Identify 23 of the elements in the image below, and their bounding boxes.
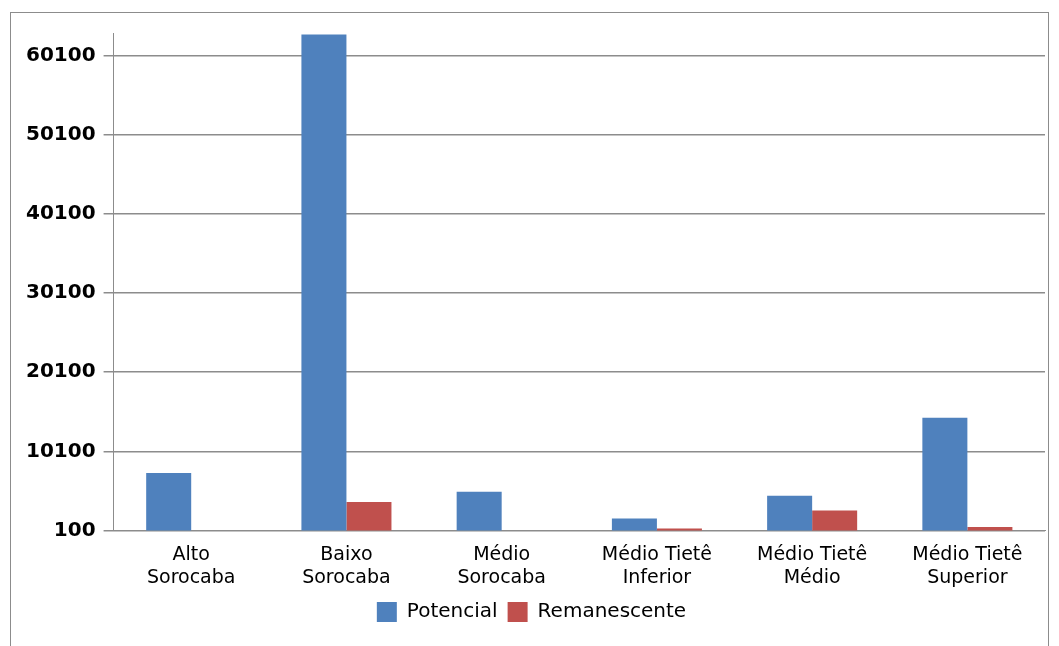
bar (346, 501, 392, 531)
bar (146, 473, 192, 531)
bar (767, 495, 813, 531)
x-tick-label: Médio Tietê Superior (912, 541, 1023, 587)
y-tick-label: 50100 (25, 121, 96, 146)
x-tick-label: Alto Sorocaba (146, 541, 236, 587)
x-tick-label: Médio Tietê Médio (757, 541, 868, 587)
y-tick-label: 30100 (25, 279, 96, 304)
y-tick-label: 20100 (25, 358, 96, 383)
legend-label: Remanescente (537, 598, 687, 623)
x-tick-label: Médio Sorocaba (457, 541, 546, 587)
legend-label: Potencial (406, 598, 498, 623)
bar (301, 34, 347, 531)
y-tick-label: 10100 (25, 437, 96, 462)
x-tick-label: Baixo Sorocaba (302, 541, 391, 587)
y-tick-label: 60100 (25, 42, 96, 67)
y-tick-label: 40100 (25, 200, 96, 225)
y-tick-label: 100 (53, 516, 96, 541)
bar (922, 417, 968, 531)
bar (456, 491, 502, 531)
bar (812, 510, 858, 531)
x-tick-label: Médio Tietê Inferior (601, 541, 713, 587)
bar (611, 518, 657, 531)
